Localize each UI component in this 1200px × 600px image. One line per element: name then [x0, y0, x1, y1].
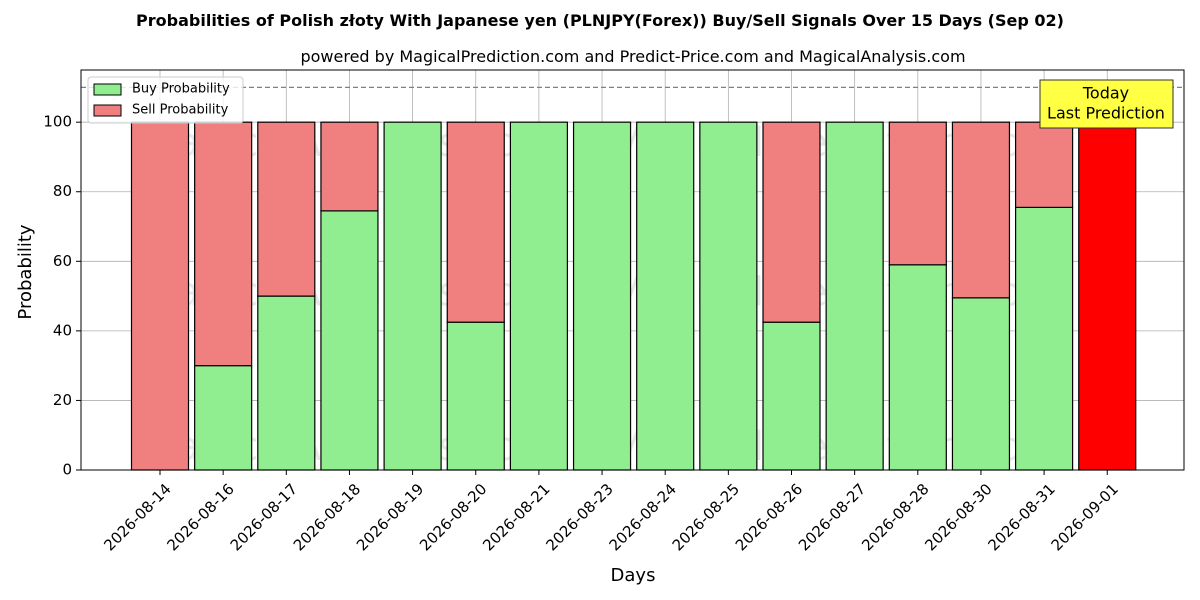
buy-bar [951, 297, 1011, 471]
annotation-box [1039, 79, 1174, 129]
y-tick-label: 40 [53, 321, 72, 339]
x-tick-label: 2026-08-14 [100, 480, 174, 554]
buy-bar [888, 264, 947, 471]
sell-bar [320, 121, 379, 212]
buy-bar [699, 121, 758, 471]
y-tick-label: 60 [53, 252, 72, 270]
y-tick-label: 80 [53, 182, 72, 200]
y-tick-label: 100 [43, 113, 72, 131]
chart-title: Probabilities of Polish złoty With Japan… [136, 11, 1064, 30]
x-tick-label: 2026-09-01 [1048, 480, 1122, 554]
sell-bar [446, 121, 505, 323]
sell-bar [194, 121, 253, 367]
x-tick-label: 2026-08-16 [164, 480, 238, 554]
buy-bar [446, 321, 505, 471]
plot-frame [80, 69, 1185, 471]
x-tick-label: 2026-08-31 [984, 480, 1058, 554]
buy-bar [762, 321, 821, 471]
buy-bar [509, 121, 568, 471]
sell-bar [888, 121, 947, 266]
x-tick-label: 2026-08-21 [479, 480, 553, 554]
x-axis-ticks: 2026-08-142026-08-162026-08-172026-08-18… [100, 470, 1122, 554]
x-tick-label: 2026-08-19 [353, 480, 427, 554]
sell-bar [1014, 121, 1074, 208]
buy-bar [636, 121, 695, 471]
x-tick-label: 2026-08-25 [669, 480, 743, 554]
sell-bar [130, 121, 190, 471]
x-tick-label: 2026-08-28 [858, 480, 932, 554]
x-tick-label: 2026-08-26 [732, 480, 806, 554]
x-tick-label: 2026-08-18 [290, 480, 364, 554]
legend: Buy Probability Sell Probability [87, 76, 244, 124]
legend-swatch [93, 83, 122, 96]
x-tick-label: 2026-08-17 [227, 480, 301, 554]
y-axis-ticks: 0 20 40 60 80 100 [43, 113, 81, 479]
highlight-bar [1078, 121, 1137, 471]
legend-swatch [93, 104, 122, 117]
buy-bar [383, 121, 442, 471]
legend-box [87, 76, 244, 124]
x-tick-label: 2026-08-27 [795, 480, 869, 554]
sell-bar [762, 121, 821, 323]
y-tick-label: 0 [62, 461, 72, 479]
x-tick-label: 2026-08-30 [921, 480, 995, 554]
buy-bar [572, 121, 632, 471]
buy-bar [825, 121, 884, 471]
legend-label: Sell Probability [132, 103, 229, 118]
x-tick-label: 2026-08-23 [542, 480, 616, 554]
buy-bar [257, 295, 316, 471]
x-tick-label: 2026-08-24 [606, 480, 680, 554]
sell-bar [951, 121, 1011, 299]
annotation-text: Last Prediction [1047, 104, 1165, 123]
x-tick-label: 2026-08-20 [416, 480, 490, 554]
buy-bar [194, 365, 253, 471]
buy-bar [1014, 206, 1074, 471]
annotation-text: Today [1082, 84, 1129, 103]
x-axis-label: Days [611, 565, 656, 586]
chart-subtitle: powered by MagicalPrediction.com and Pre… [300, 47, 965, 66]
y-tick-label: 20 [53, 391, 72, 409]
bars [130, 121, 1137, 471]
buy-bar [320, 210, 379, 471]
y-axis-label: Probability [15, 224, 36, 319]
legend-label: Buy Probability [132, 82, 230, 97]
sell-bar [257, 121, 316, 297]
